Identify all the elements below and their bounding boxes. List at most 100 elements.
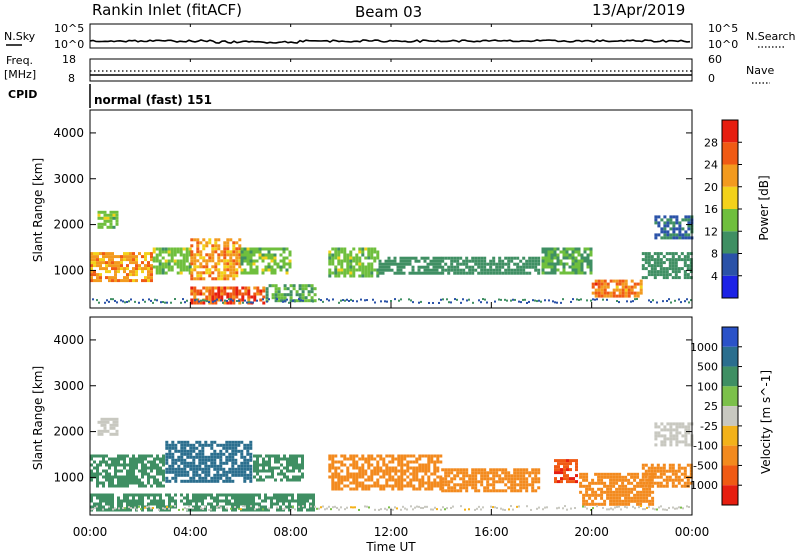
velocity-y-label: Slant Range [km] xyxy=(31,366,45,470)
power-colorbar-swatch-3 xyxy=(722,209,738,232)
velocity-colorbar-frame xyxy=(721,326,739,506)
nsearch-bottom-tick: 10^0 xyxy=(708,38,738,51)
velocity-colorbar-swatch-3 xyxy=(722,386,738,407)
power-colorbar-swatch-7 xyxy=(722,120,738,143)
xtick-label-6: 00:00 xyxy=(675,525,710,539)
velocity-region-7 xyxy=(554,459,578,484)
station-title: Rankin Inlet (fitACF) xyxy=(92,1,242,19)
power-colorbar-label: Power [dB] xyxy=(757,175,771,240)
velocity-region-2 xyxy=(165,440,253,483)
nsearch-label: N.Search xyxy=(746,30,796,43)
xtick-label-3: 12:00 xyxy=(374,525,409,539)
power-colorbar-tick-label-0: 4 xyxy=(711,270,718,283)
power-y-label: Slant Range [km] xyxy=(31,158,45,262)
velocity-colorbar-tick-label-2: 100 xyxy=(697,380,718,393)
velocity-region-5 xyxy=(328,454,443,491)
power-colorbar-swatch-5 xyxy=(722,164,738,187)
power-region-10 xyxy=(541,247,593,275)
velocity-colorbar: 1000 500 100 25 -25 -100 -500 -1000 xyxy=(686,326,742,506)
velocity-colorbar-swatch-6 xyxy=(722,445,738,466)
xtick-label-1: 04:00 xyxy=(173,525,208,539)
nsky-panel-frame xyxy=(89,23,693,49)
power-colorbar-tick-label-5: 24 xyxy=(704,159,718,172)
velocity-region-8 xyxy=(579,472,655,506)
power-heatmap xyxy=(90,210,694,305)
freq-label: Freq. xyxy=(6,54,33,67)
velocity-near-range-band xyxy=(90,505,690,511)
power-colorbar: 4 8 12 16 20 24 28 xyxy=(704,119,742,299)
power-colorbar-tick-label-1: 8 xyxy=(711,248,718,261)
velocity-region-3 xyxy=(253,454,304,482)
cpid-value: normal (fast) 151 xyxy=(94,93,212,107)
power-y-axis: 1000 2000 3000 4000 xyxy=(53,126,692,277)
velocity-colorbar-tick-label-1: 500 xyxy=(697,361,718,374)
power-region-0 xyxy=(97,210,119,229)
freq-unit-label: [MHz] xyxy=(4,68,36,81)
velocity-colorbar-swatch-0 xyxy=(722,327,738,347)
power-colorbar-swatch-6 xyxy=(722,142,738,165)
velocity-heatmap xyxy=(90,417,694,512)
velocity-colorbar-label: Velocity [m s^-1] xyxy=(759,370,773,474)
nsky-bottom-tick: 10^0 xyxy=(54,38,84,51)
power-colorbar-tick-label-3: 16 xyxy=(704,203,718,216)
velocity-region-6 xyxy=(441,468,541,493)
velocity-ytick-label-1: 2000 xyxy=(53,425,84,439)
velocity-colorbar-swatch-8 xyxy=(722,485,738,505)
power-region-12 xyxy=(654,215,694,240)
power-region-8 xyxy=(378,256,442,275)
power-colorbar-tick-label-2: 12 xyxy=(704,225,718,238)
power-region-11 xyxy=(591,279,643,298)
power-region-9 xyxy=(441,256,541,275)
time-x-axis: 00:00 04:00 08:00 12:00 16:00 20:00 00:00 xyxy=(73,24,710,539)
velocity-colorbar-swatch-4 xyxy=(722,406,738,426)
power-region-2 xyxy=(152,247,192,275)
power-colorbar-swatch-4 xyxy=(722,186,738,209)
velocity-region-0 xyxy=(97,417,119,436)
power-region-1 xyxy=(90,252,153,283)
velocity-region-1 xyxy=(90,454,165,488)
xtick-label-2: 08:00 xyxy=(273,525,308,539)
power-ytick-label-3: 4000 xyxy=(53,126,84,140)
beam-title: Beam 03 xyxy=(355,3,422,21)
velocity-colorbar-tick-label-5: -100 xyxy=(693,440,718,453)
velocity-ytick-label-0: 1000 xyxy=(53,470,84,484)
power-colorbar-tick-label-4: 20 xyxy=(704,181,718,194)
velocity-colorbar-tick-label-4: -25 xyxy=(700,420,718,433)
velocity-ytick-label-2: 3000 xyxy=(53,379,84,393)
freq-panel-frame xyxy=(89,58,693,82)
velocity-colorbar-swatch-1 xyxy=(722,346,738,367)
date-title: 13/Apr/2019 xyxy=(592,1,685,19)
power-ytick-label-2: 3000 xyxy=(53,172,84,186)
power-panel-frame xyxy=(89,109,693,309)
nsearch-top-tick: 10^5 xyxy=(708,22,738,35)
power-ytick-label-0: 1000 xyxy=(53,263,84,277)
velocity-colorbar-tick-label-3: 25 xyxy=(704,400,718,413)
power-ytick-label-1: 2000 xyxy=(53,218,84,232)
power-region-13 xyxy=(641,252,693,280)
velocity-y-axis: 1000 2000 3000 4000 xyxy=(53,333,692,484)
xtick-label-4: 16:00 xyxy=(474,525,509,539)
nave-top-tick: 60 xyxy=(708,53,722,66)
velocity-colorbar-swatch-2 xyxy=(722,366,738,387)
freq-bottom-tick: 8 xyxy=(68,72,75,85)
velocity-region-10 xyxy=(641,463,693,488)
velocity-colorbar-tick-label-0: 1000 xyxy=(690,341,718,354)
velocity-colorbar-swatch-7 xyxy=(722,465,738,486)
nsky-label: N.Sky xyxy=(4,30,36,43)
power-colorbar-tick-label-6: 28 xyxy=(704,136,718,149)
velocity-region-9 xyxy=(654,422,694,447)
nsky-series-line xyxy=(89,39,691,44)
nave-bottom-tick: 0 xyxy=(708,72,715,85)
power-region-7 xyxy=(328,247,380,278)
xtick-label-5: 20:00 xyxy=(574,525,609,539)
power-colorbar-swatch-1 xyxy=(722,253,738,276)
velocity-colorbar-tick-label-7: -1000 xyxy=(686,479,718,492)
power-colorbar-swatch-0 xyxy=(722,275,738,298)
power-near-range-band xyxy=(92,298,692,304)
cpid-label: CPID xyxy=(8,88,37,101)
velocity-ytick-label-3: 4000 xyxy=(53,333,84,347)
nave-label: Nave xyxy=(746,64,774,77)
power-region-3 xyxy=(190,238,242,281)
power-colorbar-swatch-2 xyxy=(722,231,738,254)
power-region-5 xyxy=(190,286,266,305)
